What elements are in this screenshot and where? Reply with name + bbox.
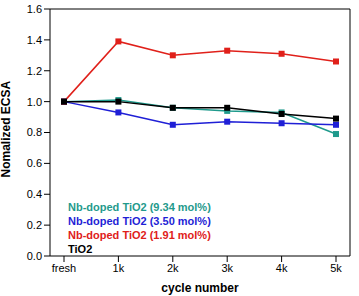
svg-text:0.0: 0.0 <box>27 250 42 262</box>
svg-text:1.6: 1.6 <box>27 3 42 15</box>
svg-text:4k: 4k <box>276 262 288 274</box>
svg-text:1.4: 1.4 <box>27 34 42 46</box>
svg-text:fresh: fresh <box>52 262 76 274</box>
html-text:Nb-doped TiO2 (9.34 mol%): Nb-doped TiO2 (9.34 mol%) <box>68 201 211 213</box>
html-text:Nb-doped TiO2 (1.91 mol%): Nb-doped TiO2 (1.91 mol%) <box>68 229 211 241</box>
svg-text:1.0: 1.0 <box>27 96 42 108</box>
svg-text:2k: 2k <box>167 262 179 274</box>
svg-text:1.2: 1.2 <box>27 65 42 77</box>
svg-text:0.4: 0.4 <box>27 188 42 200</box>
html-text:TiO2: TiO2 <box>68 243 93 255</box>
svg-text:cycle number: cycle number <box>161 281 239 295</box>
svg-text:1k: 1k <box>113 262 125 274</box>
svg-text:0.2: 0.2 <box>27 219 42 231</box>
svg-text:3k: 3k <box>221 262 233 274</box>
svg-text:5k: 5k <box>330 262 342 274</box>
svg-text:Nomalized ECSA: Nomalized ECSA <box>8 80 13 177</box>
html-text:Nb-doped TiO2 (3.50 mol%): Nb-doped TiO2 (3.50 mol%) <box>68 215 211 227</box>
svg-text:0.6: 0.6 <box>27 157 42 169</box>
svg-text:0.8: 0.8 <box>27 126 42 138</box>
